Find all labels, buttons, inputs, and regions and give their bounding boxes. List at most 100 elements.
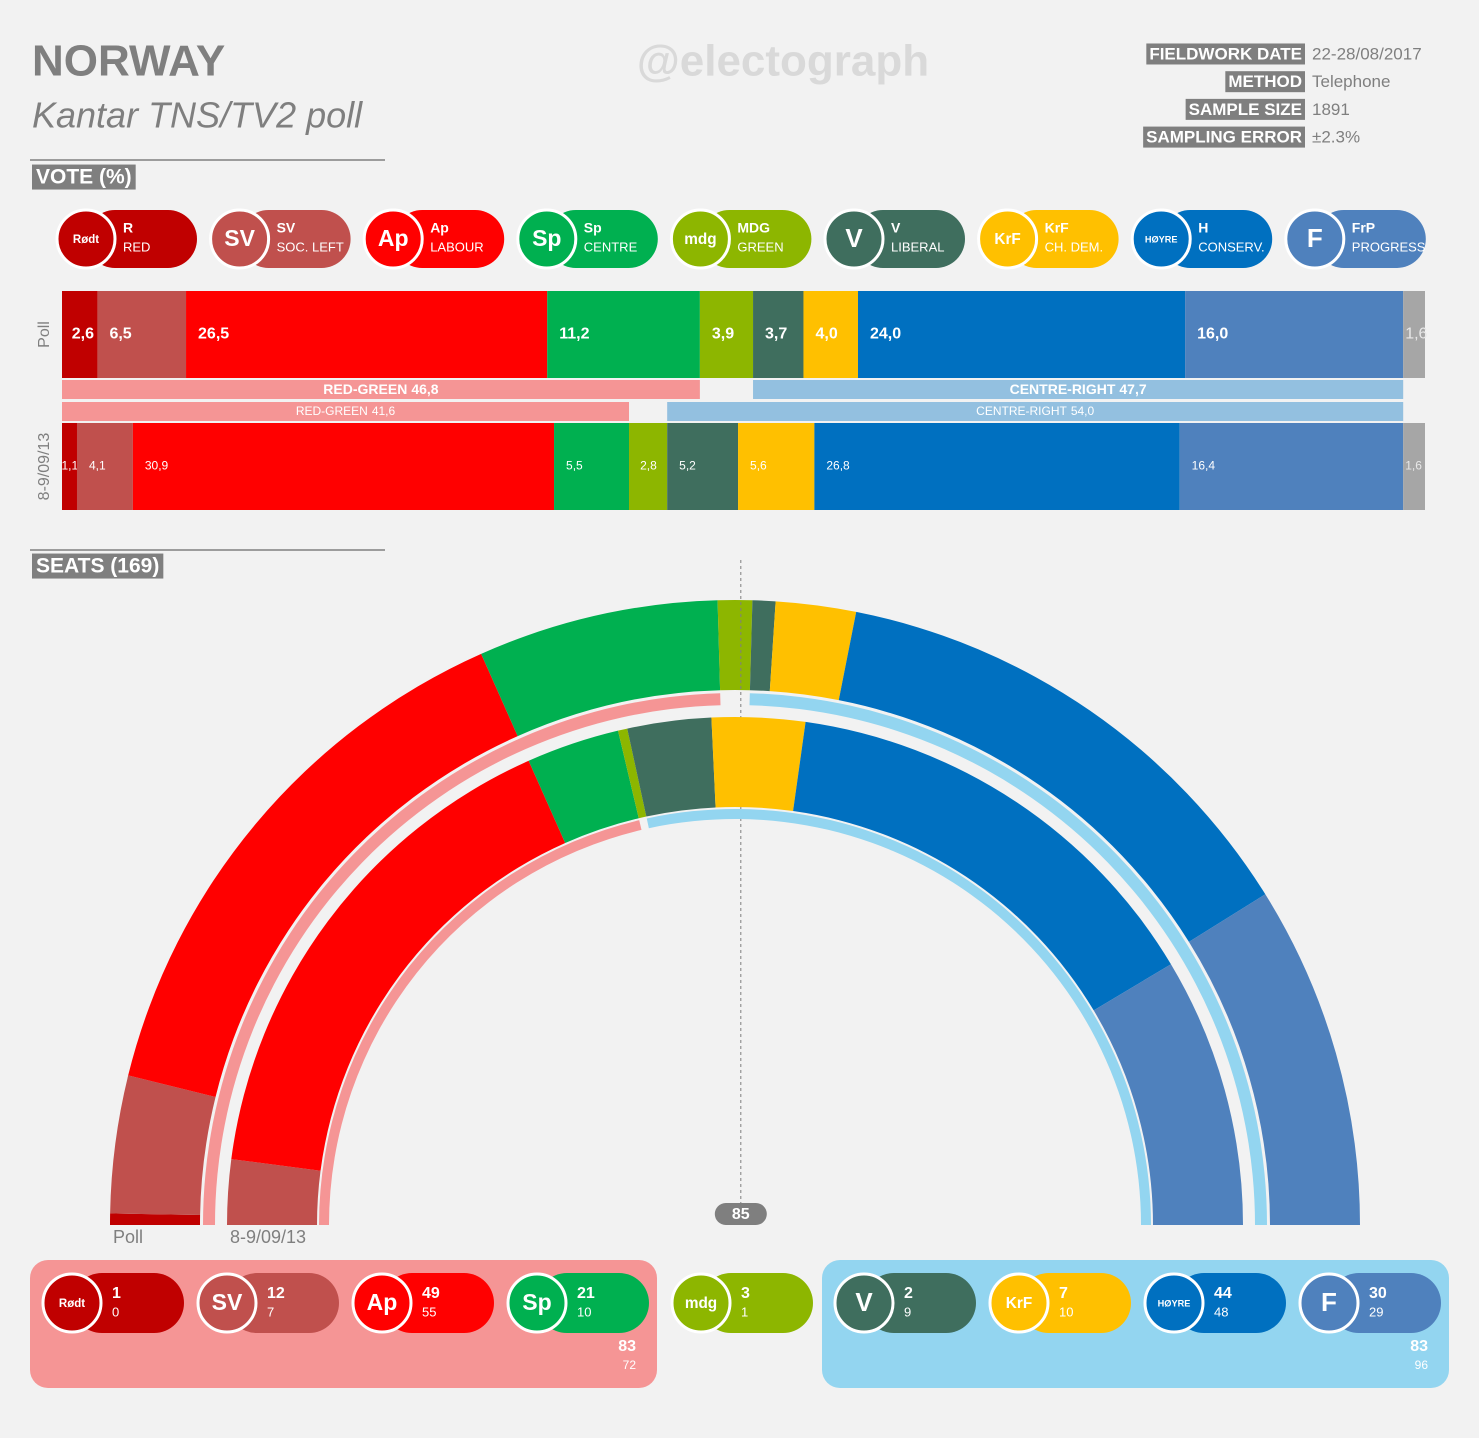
vote-label: 2,8 (640, 459, 657, 473)
vote-bar (699, 291, 754, 378)
seat-segment (128, 653, 518, 1097)
seat-value: 12 (267, 1285, 285, 1302)
seat-pill (1019, 1273, 1131, 1333)
seat-previous: 10 (577, 1304, 591, 1319)
seat-previous: 29 (1369, 1304, 1383, 1319)
vote-bar (547, 291, 700, 378)
legend-description: SOC. LEFT (277, 239, 344, 254)
bloc-label: RED-GREEN 46,8 (323, 381, 438, 397)
party-logo (55, 208, 117, 270)
vote-label: 5,6 (750, 459, 767, 473)
seat-segment (1188, 894, 1360, 1225)
seat-previous: 48 (1214, 1304, 1228, 1319)
seat-segment (231, 760, 566, 1171)
section-title: SEATS (169) (36, 555, 159, 578)
seat-pill (864, 1273, 976, 1333)
seat-previous: 0 (112, 1304, 119, 1319)
bloc-box (30, 1260, 657, 1388)
subtitle: Kantar TNS/TV2 poll (32, 95, 363, 136)
bloc-total: 83 (1410, 1338, 1428, 1355)
category-label: Poll (36, 321, 53, 348)
legend-description: LIBERAL (891, 239, 944, 254)
bloc-name: RED-GREEN (296, 404, 368, 418)
seat-value: 21 (577, 1285, 595, 1302)
logo-text: SV (224, 225, 255, 251)
vote-bar (738, 423, 815, 510)
party-logo (196, 1272, 258, 1334)
vote-label: 3,7 (765, 326, 787, 343)
legend-pill (239, 210, 351, 268)
bloc-label: RED-GREEN 41,6 (296, 404, 396, 418)
seat-previous: 55 (422, 1304, 436, 1319)
legend-name: Ap (430, 220, 449, 236)
logo-text: SV (212, 1289, 243, 1315)
watermark: @electograph (637, 37, 929, 86)
logo-text: Sp (522, 1289, 551, 1315)
legend-name: MDG (737, 220, 770, 236)
party-logo (669, 208, 731, 270)
bloc-bar (667, 402, 1404, 421)
detail-value: Telephone (1312, 72, 1390, 91)
ring-label: 8-9/09/13 (230, 1227, 306, 1247)
party-logo (351, 1272, 413, 1334)
seat-value: 44 (1214, 1285, 1232, 1302)
bloc-value: 47,7 (1119, 381, 1146, 397)
seat-segment (1093, 964, 1243, 1225)
seat-segment (793, 721, 1171, 1011)
logo-text: HØYRE (1158, 1298, 1191, 1308)
seat-value: 7 (1059, 1285, 1068, 1302)
title: NORWAY (32, 37, 225, 86)
logo-text: F (1307, 223, 1323, 253)
seat-segment (227, 1159, 321, 1225)
party-logo (823, 208, 885, 270)
seat-value: 2 (904, 1285, 913, 1302)
vote-bar (132, 423, 555, 510)
section-title: VOTE (%) (36, 166, 132, 189)
legend-pill (854, 210, 965, 268)
seat-segment (528, 730, 639, 844)
bloc-band (319, 820, 642, 1225)
legend-pill (393, 210, 505, 268)
vote-bar (1185, 291, 1404, 378)
detail-value: ±2.3% (1312, 128, 1360, 147)
party-logo (1298, 1272, 1360, 1334)
party-logo (1284, 208, 1346, 270)
seat-segment (769, 601, 857, 701)
seat-segment (618, 728, 647, 819)
logo-text: KrF (1006, 1295, 1032, 1312)
party-logo (362, 208, 424, 270)
bloc-name: RED-GREEN (323, 381, 407, 397)
vote-bar (62, 291, 98, 378)
vote-label: 5,5 (566, 459, 583, 473)
seat-pill (227, 1273, 339, 1333)
legend-description: LABOUR (430, 239, 483, 254)
vote-label: 26,8 (826, 459, 850, 473)
seat-pill (701, 1273, 813, 1333)
party-logo (977, 208, 1039, 270)
bloc-name: CENTRE-RIGHT (976, 404, 1067, 418)
seat-segment (838, 611, 1266, 942)
seat-pill (72, 1273, 184, 1333)
logo-text: V (855, 1287, 873, 1317)
legend-pill (1161, 210, 1273, 268)
bloc-total-previous: 96 (1415, 1358, 1429, 1372)
vote-bar (667, 423, 739, 510)
ring-label: Poll (113, 1227, 143, 1247)
vote-label: 11,2 (559, 326, 589, 343)
bloc-value: 41,6 (372, 404, 396, 418)
party-logo (670, 1272, 732, 1334)
vote-bar (186, 291, 548, 378)
vote-label: 30,9 (145, 459, 169, 473)
logo-text: F (1321, 1287, 1337, 1317)
seat-value: 49 (422, 1285, 440, 1302)
logo-text: Rødt (59, 1298, 85, 1310)
legend-description: CENTRE (584, 239, 638, 254)
majority-label: 85 (732, 1206, 750, 1223)
bloc-label: CENTRE-RIGHT 47,7 (1010, 381, 1147, 397)
seat-pill (537, 1273, 649, 1333)
seat-segment (110, 1213, 201, 1225)
vote-bar (753, 291, 804, 378)
logo-text: mdg (684, 231, 716, 248)
